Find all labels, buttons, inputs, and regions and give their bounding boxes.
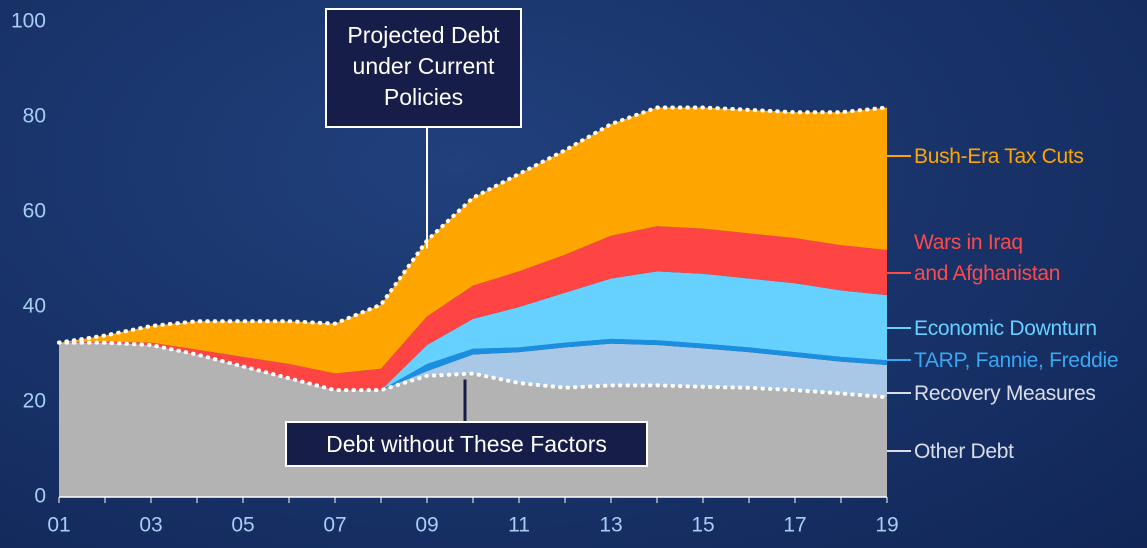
- x-tick-label: 11: [508, 514, 530, 537]
- area: [59, 338, 887, 391]
- y-tick-label: 80: [23, 105, 46, 128]
- series-label: Wars in Iraq and Afghanistan: [914, 231, 1061, 285]
- area: [59, 342, 887, 398]
- x-tick-label: 07: [323, 514, 346, 537]
- x-tick-label: 03: [139, 514, 162, 537]
- annotation: Projected Debt under Current Policies: [325, 8, 522, 128]
- series-label: Other Debt: [914, 440, 1014, 463]
- y-tick-label: 60: [23, 200, 46, 223]
- x-tick-label: 13: [599, 514, 622, 537]
- x-tick-label: 19: [875, 514, 898, 537]
- x-tick-label: 01: [47, 514, 70, 537]
- x-tick-label: 17: [783, 514, 806, 537]
- x-tick-label: 09: [415, 514, 438, 537]
- area: [59, 107, 887, 374]
- series-label: Economic Downturn: [914, 317, 1097, 340]
- y-tick-label: 20: [23, 390, 46, 413]
- series-label: TARP, Fannie, Freddie: [914, 349, 1119, 372]
- dotted-outline: [57, 340, 889, 400]
- area: [59, 342, 887, 497]
- y-tick-label: 100: [11, 10, 46, 33]
- y-tick-label: 0: [34, 485, 46, 508]
- area: [59, 226, 887, 391]
- series-label: Bush-Era Tax Cuts: [914, 145, 1084, 168]
- x-tick-label: 05: [231, 514, 254, 537]
- area: [59, 271, 887, 391]
- annotation: Debt without These Factors: [285, 421, 648, 467]
- y-tick-label: 40: [23, 295, 46, 318]
- series-label: Recovery Measures: [914, 382, 1096, 405]
- dotted-outline: [57, 105, 889, 345]
- x-tick-label: 15: [691, 514, 714, 537]
